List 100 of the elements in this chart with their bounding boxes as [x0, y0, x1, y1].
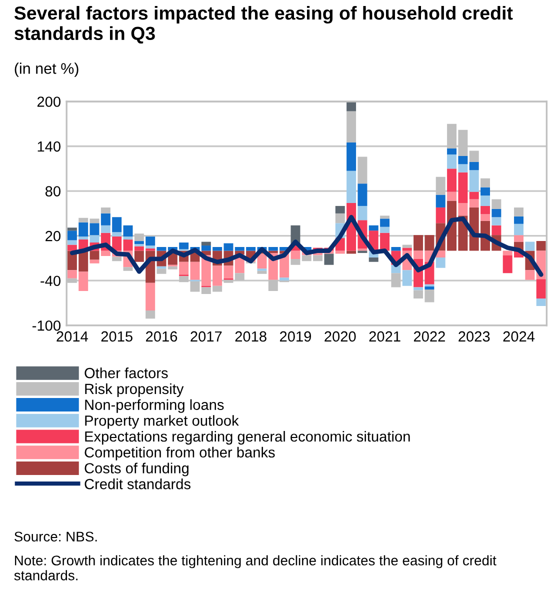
x-tick-label: 2024 — [503, 331, 535, 342]
x-tick-label: 2014 — [56, 331, 88, 342]
bar — [402, 270, 412, 286]
bar — [436, 207, 446, 224]
bar — [514, 224, 524, 236]
x-tick-label: 2021 — [369, 331, 400, 342]
y-tick-label: 140 — [38, 141, 60, 152]
bar — [67, 228, 77, 231]
bar — [201, 242, 211, 246]
bar — [469, 170, 479, 192]
bar — [469, 150, 479, 162]
x-tick-label: 2020 — [324, 331, 356, 342]
bar — [368, 257, 378, 262]
source-note: Source: NBS. — [14, 532, 97, 542]
bar — [436, 257, 446, 268]
bar — [90, 250, 100, 260]
legend-label: Costs of funding — [84, 462, 188, 476]
bar — [280, 278, 290, 281]
bar — [335, 213, 345, 224]
x-tick-label: 2023 — [458, 331, 490, 342]
bar — [492, 225, 502, 236]
legend-label: Other factors — [84, 368, 168, 378]
x-tick-label: 2016 — [146, 331, 178, 342]
bar — [67, 240, 77, 245]
chart-title: Several factors impacted the easing of household credit standards in Q3 — [14, 6, 513, 44]
bar — [391, 247, 401, 251]
bar — [414, 287, 424, 290]
bar — [324, 254, 334, 265]
bar — [123, 236, 133, 240]
bar — [168, 266, 178, 270]
bar — [436, 194, 446, 208]
bar — [123, 267, 133, 271]
y-tick-label: 20 — [46, 230, 60, 242]
bar — [469, 192, 479, 200]
bar — [112, 256, 122, 262]
bar — [90, 218, 100, 224]
bar — [380, 216, 390, 219]
y-tick-label: 80 — [45, 186, 60, 196]
bar — [480, 196, 490, 206]
text: Note: Growth indicates the tightening and decline indicates the easing of credit standards. — [14, 555, 496, 580]
bar — [146, 282, 156, 310]
bar — [480, 214, 490, 221]
bar — [380, 226, 390, 233]
bar — [78, 218, 88, 222]
bar — [536, 241, 546, 251]
bar — [480, 178, 490, 188]
bar — [358, 156, 368, 184]
bar — [123, 225, 133, 237]
bar — [480, 187, 490, 196]
x-tick-label: 2019 — [280, 331, 312, 342]
bar — [358, 184, 368, 206]
bar — [257, 270, 267, 274]
bar — [458, 202, 468, 216]
line-series — [70, 214, 544, 277]
bar — [90, 260, 100, 264]
bar — [146, 310, 156, 319]
bar — [525, 270, 535, 280]
bar — [536, 279, 546, 298]
bar — [492, 199, 502, 209]
bar — [335, 250, 345, 254]
bar — [536, 298, 546, 306]
bar — [514, 235, 524, 242]
bar — [480, 206, 490, 214]
bar — [492, 208, 502, 218]
y-tick-label: -40 — [40, 276, 60, 286]
legend-label: Credit standards — [84, 478, 190, 490]
bar — [123, 240, 133, 251]
bar — [458, 156, 468, 164]
bar — [424, 286, 434, 290]
legend-label: Property market outlook — [85, 415, 239, 429]
y-tick-label: -100 — [32, 320, 60, 331]
legend-label: Risk propensity — [85, 383, 184, 397]
bar — [514, 216, 524, 224]
bar — [346, 250, 356, 254]
legend-label: Competition from other banks — [84, 446, 275, 460]
x-tick-label: 2022 — [414, 331, 445, 342]
bar — [447, 148, 457, 154]
bar — [502, 250, 512, 256]
bar — [447, 192, 457, 201]
x-tick-label: 2018 — [235, 331, 266, 342]
bar — [100, 207, 110, 214]
chart-subtitle: (in net %) — [14, 62, 78, 77]
bar — [358, 206, 368, 220]
x-tick-label: 2015 — [101, 331, 132, 342]
legend-label: Expectations regarding general economic situation — [85, 430, 410, 445]
bar — [346, 111, 356, 143]
legend-label: Non-performing loans — [85, 399, 224, 413]
bar — [402, 244, 412, 248]
x-tick-label: 2017 — [190, 331, 222, 342]
bar — [156, 268, 166, 274]
bar — [525, 242, 535, 251]
bar — [90, 235, 100, 243]
bar — [78, 236, 88, 240]
bar — [290, 258, 300, 265]
y-tick-label: 200 — [37, 96, 60, 107]
bar — [346, 142, 356, 171]
bar — [492, 217, 502, 226]
bar — [514, 207, 524, 216]
bar — [346, 170, 356, 203]
bar — [469, 199, 479, 208]
